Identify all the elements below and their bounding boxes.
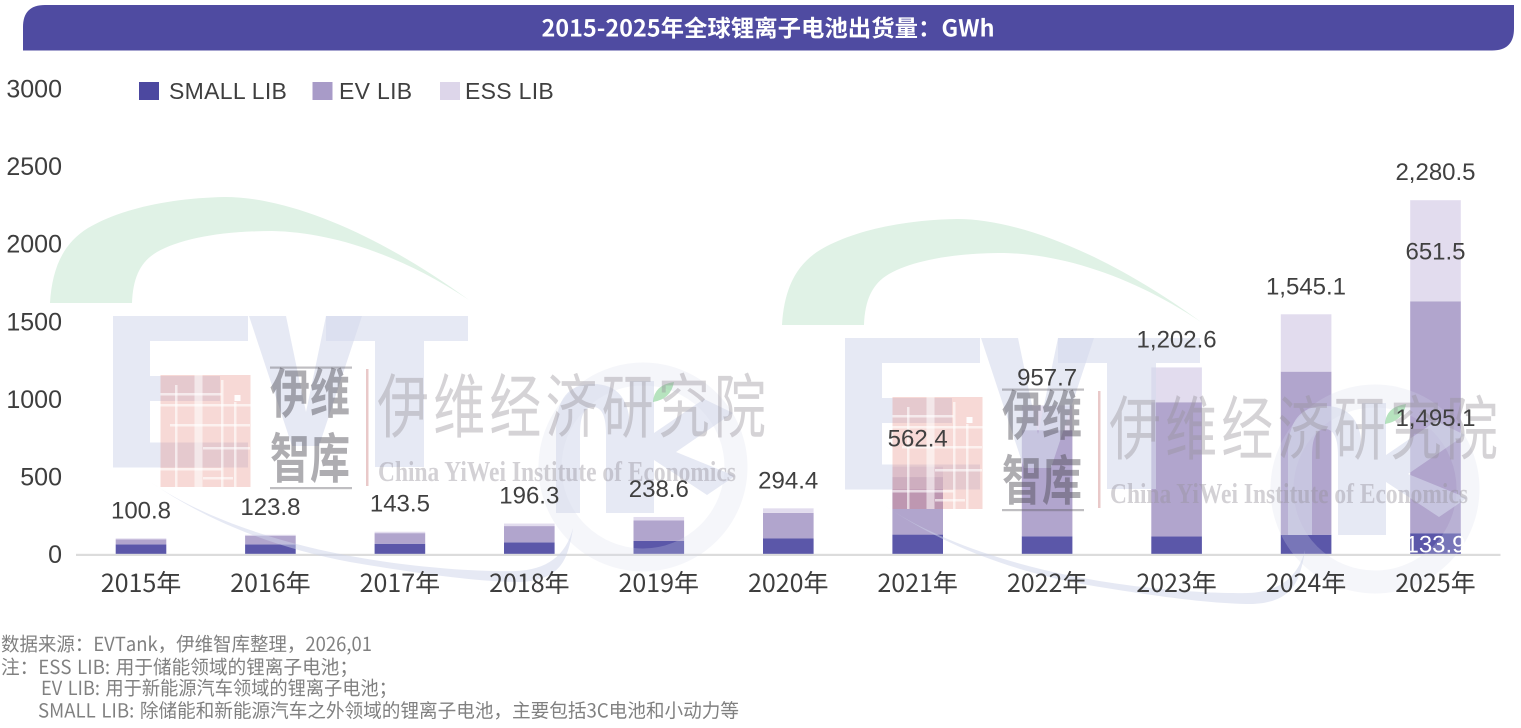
svg-text:123.8: 123.8 — [240, 494, 300, 521]
svg-text:1,202.6: 1,202.6 — [1137, 326, 1217, 353]
svg-text:1,495.1: 1,495.1 — [1395, 405, 1475, 432]
svg-text:196.3: 196.3 — [499, 483, 559, 510]
svg-text:0: 0 — [48, 541, 62, 569]
svg-text:100.8: 100.8 — [111, 497, 171, 524]
svg-text:294.4: 294.4 — [758, 467, 818, 494]
svg-text:1500: 1500 — [6, 308, 62, 336]
svg-text:1000: 1000 — [6, 386, 62, 414]
svg-text:1,545.1: 1,545.1 — [1266, 273, 1346, 300]
svg-text:651.5: 651.5 — [1405, 238, 1465, 265]
svg-text:ESS LIB: ESS LIB — [465, 78, 554, 104]
svg-text:China YiWei Institute of Econo: China YiWei Institute of Economics — [1110, 479, 1468, 510]
svg-text:China YiWei Institute of Econo: China YiWei Institute of Economics — [378, 457, 736, 488]
svg-text:SMALL LIB: SMALL LIB — [169, 78, 287, 104]
svg-text:EV LIB: EV LIB — [339, 78, 412, 104]
svg-text:2000: 2000 — [6, 231, 62, 259]
svg-text:2,280.5: 2,280.5 — [1395, 159, 1475, 186]
svg-text:238.6: 238.6 — [629, 476, 689, 503]
svg-text:2500: 2500 — [6, 153, 62, 181]
svg-text:562.4: 562.4 — [888, 426, 948, 453]
svg-text:500: 500 — [20, 463, 62, 491]
svg-text:133.9: 133.9 — [1405, 531, 1465, 558]
svg-text:3000: 3000 — [6, 76, 62, 104]
svg-text:143.5: 143.5 — [370, 491, 430, 518]
svg-text:957.7: 957.7 — [1017, 364, 1077, 391]
